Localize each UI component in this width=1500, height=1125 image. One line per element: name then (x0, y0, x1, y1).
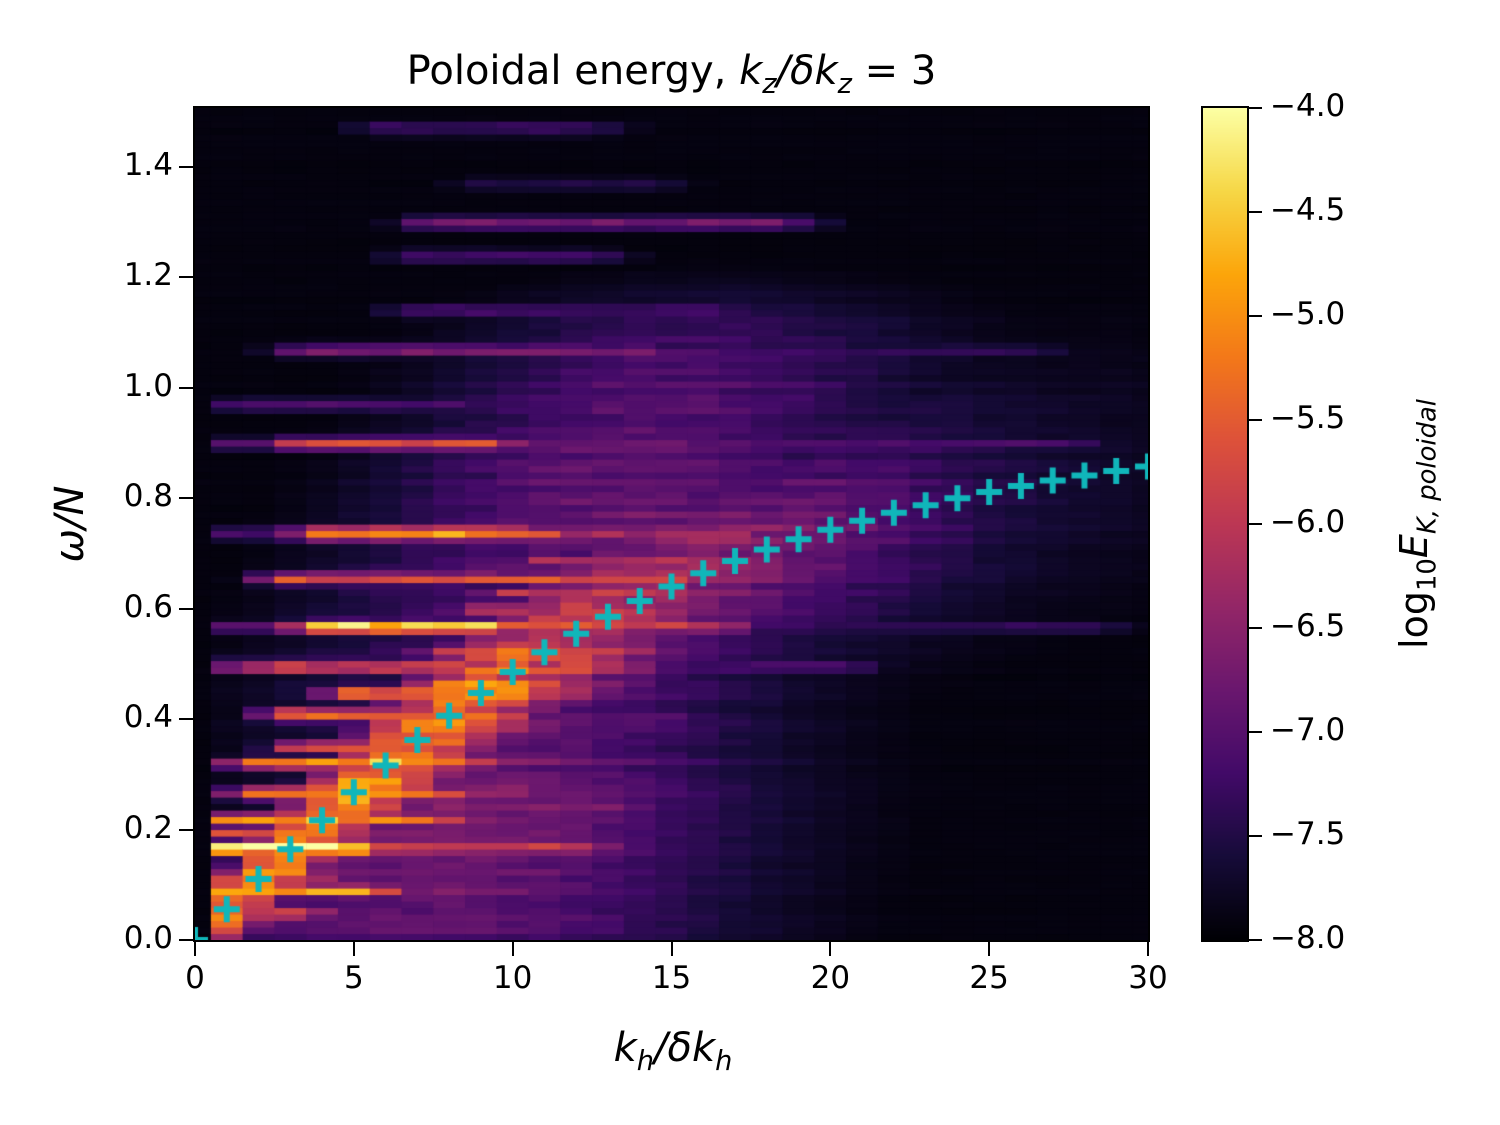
plot-title: Poloidal energy, kz/δkz = 3 (195, 48, 1148, 98)
colorbar-tick-label: −6.0 (1270, 504, 1346, 540)
y-tick-mark (179, 497, 193, 500)
plot-area (193, 106, 1150, 942)
x-tick-label: 0 (185, 960, 205, 996)
xlabel-dk-sub: h (715, 1046, 733, 1077)
x-tick-mark (194, 942, 196, 956)
cbar-label-E: E (1392, 534, 1436, 559)
colorbar-tick-mark (1249, 627, 1262, 629)
colorbar-tick-label: −4.5 (1270, 192, 1346, 228)
x-tick-mark (511, 942, 514, 956)
cbar-label-E-sub: K, poloidal (1412, 399, 1443, 535)
x-tick-label: 5 (343, 960, 364, 996)
xlabel-k-sub: h (636, 1046, 655, 1077)
colorbar-tick-label: −5.5 (1270, 400, 1346, 436)
y-tick-mark (179, 939, 193, 941)
colorbar-tick-mark (1249, 107, 1262, 109)
title-math-k-sub: z (762, 69, 777, 100)
title-math-k: k (739, 48, 763, 94)
y-tick-label: 0.6 (123, 588, 173, 625)
cbar-label-log-sub: 10 (1412, 558, 1443, 592)
y-tick-mark (179, 828, 193, 831)
y-tick-mark (179, 607, 193, 610)
cbar-label-log: log (1392, 591, 1436, 649)
y-tick-mark (179, 276, 193, 279)
colorbar-label: log10EK, poloidal (1392, 399, 1443, 649)
colorbar-canvas (1203, 108, 1247, 940)
colorbar-tick-mark (1249, 523, 1262, 525)
x-tick-label: 30 (1128, 960, 1168, 996)
heatmap-canvas (195, 108, 1148, 940)
xlabel-dk: /δk (654, 1025, 716, 1071)
x-tick-mark (988, 942, 991, 956)
title-math-eq: = 3 (851, 48, 937, 94)
y-tick-label: 0.4 (123, 699, 173, 736)
title-prefix: Poloidal energy, (406, 48, 740, 94)
title-math-dk-sub: z (837, 69, 852, 100)
colorbar-tick-mark (1249, 835, 1262, 837)
colorbar-tick-mark (1249, 419, 1262, 421)
x-tick-label: 20 (810, 960, 851, 996)
x-tick-mark (1147, 942, 1149, 956)
x-tick-mark (352, 942, 355, 956)
y-tick-label: 0.2 (123, 809, 173, 846)
y-tick-label: 0.0 (123, 920, 173, 956)
title-math-dk: /δk (776, 48, 838, 94)
colorbar-tick-label: −7.5 (1270, 816, 1346, 852)
y-tick-label: 0.8 (123, 478, 173, 515)
x-tick-label: 15 (651, 960, 692, 996)
y-axis-label: ω/N (47, 485, 93, 563)
colorbar-tick-label: −5.0 (1270, 296, 1346, 332)
colorbar-tick-mark (1249, 211, 1262, 213)
x-axis-label: kh/δkh (613, 1025, 733, 1075)
y-tick-mark (179, 166, 193, 169)
colorbar-tick-mark (1249, 731, 1262, 733)
colorbar-tick-mark (1249, 315, 1262, 317)
x-tick-label: 25 (969, 960, 1009, 996)
y-tick-label: 1.4 (123, 147, 173, 184)
y-tick-label: 1.0 (123, 367, 173, 404)
colorbar-tick-label: −6.5 (1270, 608, 1346, 644)
colorbar-tick-label: −8.0 (1270, 920, 1346, 956)
colorbar-tick-mark (1249, 939, 1262, 941)
x-tick-label: 10 (492, 960, 533, 996)
xlabel-k: k (613, 1025, 637, 1071)
colorbar (1201, 106, 1249, 942)
colorbar-tick-label: −7.0 (1270, 712, 1346, 748)
y-tick-mark (179, 386, 193, 389)
colorbar-tick-label: −4.0 (1270, 88, 1346, 124)
y-tick-label: 1.2 (123, 257, 173, 294)
x-tick-mark (670, 942, 673, 956)
x-tick-mark (829, 942, 832, 956)
y-tick-mark (179, 718, 193, 721)
